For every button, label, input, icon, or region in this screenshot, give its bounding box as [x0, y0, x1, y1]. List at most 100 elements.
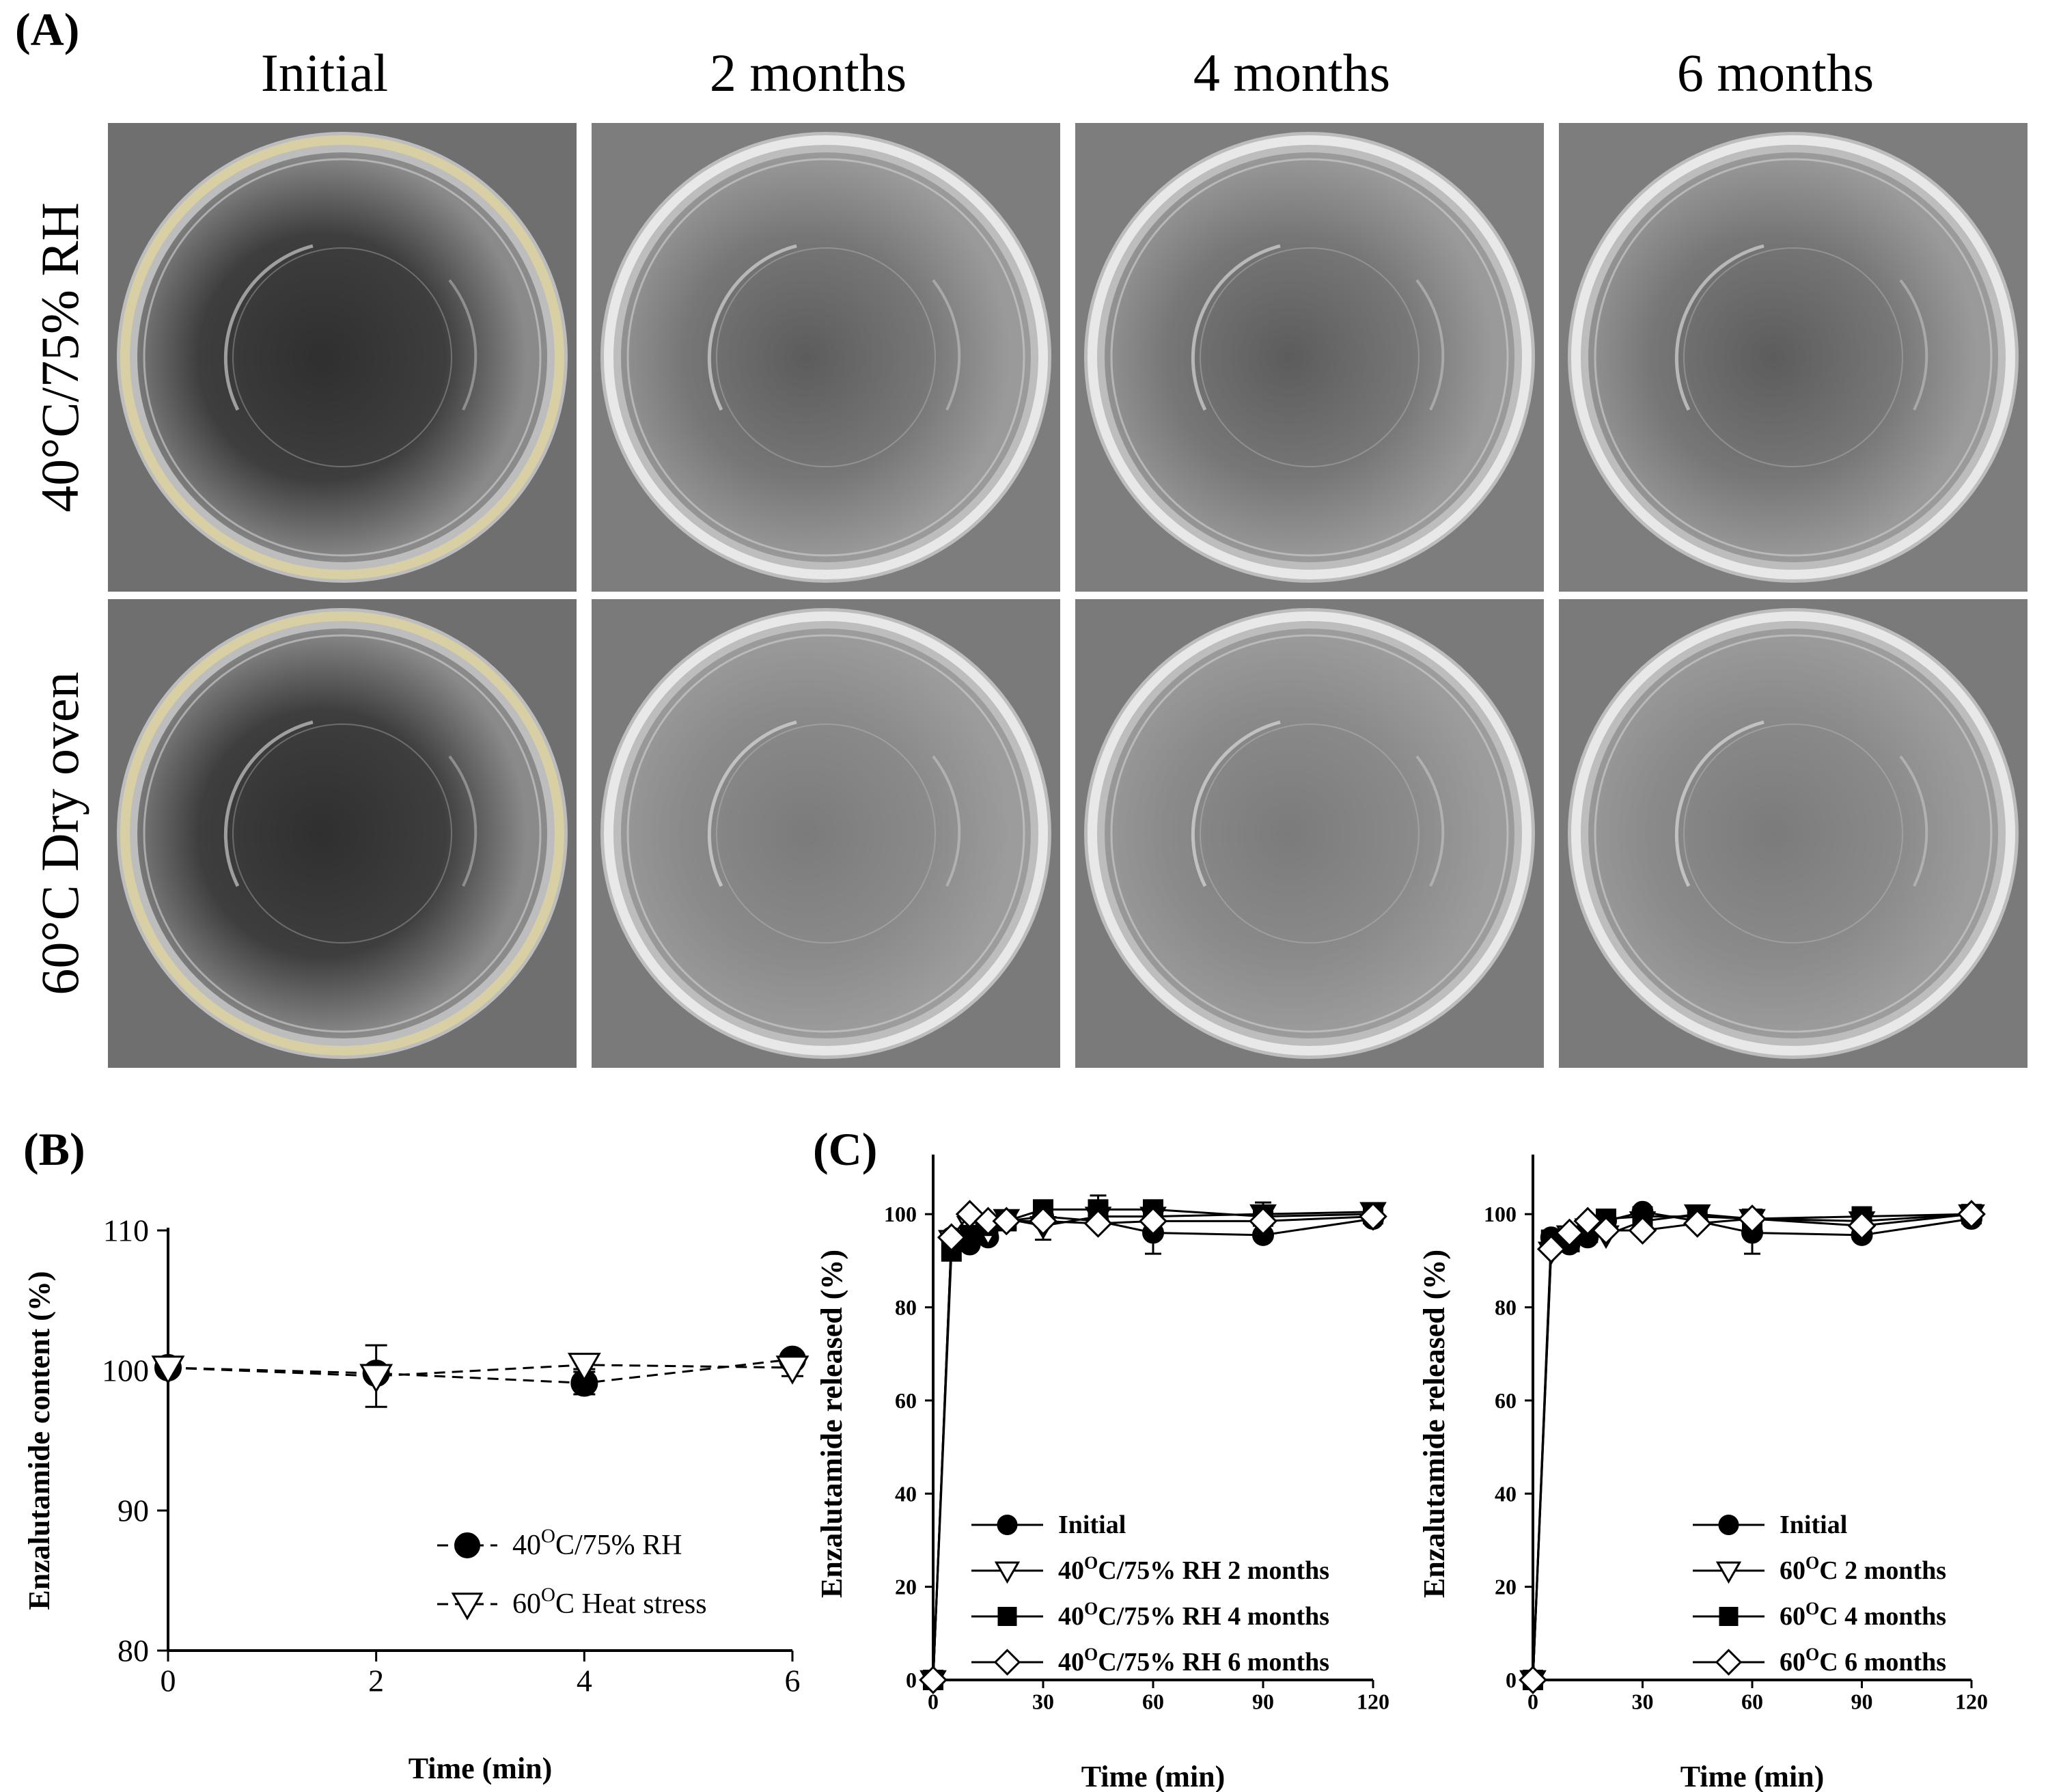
photo-60c-2-months [592, 599, 1060, 1068]
data-point [1592, 1216, 1620, 1245]
x-tick-label: 0 [161, 1664, 176, 1698]
x-axis-title: Time (min) [409, 1752, 553, 1785]
legend-marker [1715, 1561, 1742, 1584]
legend-label: 60OC 6 months [1780, 1644, 1946, 1677]
legend-label: Initial [1780, 1511, 1847, 1539]
photo-40c-2-months [592, 123, 1060, 592]
y-tick-label: 60 [1495, 1388, 1517, 1413]
legend-label: 40OC/75% RH 4 months [1058, 1598, 1329, 1631]
y-axis-title: Enzalutamide released (%) [815, 1250, 848, 1598]
data-point [775, 1355, 809, 1385]
data-point [919, 1666, 947, 1694]
x-tick-label: 60 [1142, 1689, 1164, 1713]
y-tick-label: 40 [1495, 1481, 1517, 1506]
data-point [1628, 1216, 1657, 1245]
x-axis-title: Time (min) [1081, 1760, 1226, 1792]
legend: 40OC/75% RH 60OC Heat stress [437, 1526, 707, 1621]
y-tick-label: 80 [117, 1634, 149, 1668]
data-point [359, 1364, 393, 1394]
data-point [1847, 1211, 1877, 1241]
data-point [1683, 1209, 1712, 1238]
series-line [932, 1213, 1374, 1681]
x-tick-label: 60 [1741, 1689, 1763, 1713]
x-tick-label: 90 [1851, 1689, 1873, 1713]
data-point [567, 1353, 601, 1382]
panel-label-0: (B) [23, 1123, 85, 1175]
x-tick-label: 6 [785, 1664, 801, 1698]
legend-label: 40OC/75% RH [512, 1526, 682, 1561]
legend-label: 40OC/75% RH 2 months [1058, 1552, 1329, 1585]
x-tick-label: 30 [1032, 1689, 1054, 1713]
data-point [1139, 1207, 1167, 1236]
legend-marker [993, 1649, 1021, 1676]
series-line [167, 1364, 793, 1377]
legend: Initial 40OC/75% RH 2 months 40OC/75% RH 4… [971, 1511, 1329, 1677]
photo-60c-initial [108, 599, 577, 1068]
legend-marker [1715, 1649, 1743, 1676]
data-point [1359, 1202, 1387, 1231]
column-title-2-months: 2 months [709, 43, 907, 102]
photo-40c-6-months [1559, 123, 2028, 592]
series-3 [919, 1200, 1387, 1694]
data-point [1555, 1218, 1584, 1247]
x-tick-label: 30 [1632, 1689, 1654, 1713]
photo-60c-6-months [1559, 599, 2028, 1068]
x-tick-label: 120 [1955, 1689, 1988, 1713]
data-point [1519, 1666, 1547, 1694]
x-tick-label: 0 [1527, 1689, 1538, 1713]
column-title-initial: Initial [260, 43, 389, 102]
legend-marker [997, 1515, 1018, 1535]
series-line [1532, 1213, 1972, 1681]
chart-2: 0 20 40 60 80 100 0 30 60 90 120 Time (min) Enzaluta… [1417, 1155, 1988, 1792]
y-tick-label: 20 [895, 1575, 917, 1599]
photo-40c-4-months [1075, 123, 1544, 592]
legend-label: 40OC/75% RH 6 months [1058, 1644, 1329, 1677]
y-tick-label: 80 [1495, 1295, 1517, 1320]
column-title-6-months: 6 months [1676, 43, 1874, 102]
data-point [1083, 1209, 1113, 1238]
legend-label: 60OC 4 months [1780, 1598, 1946, 1631]
data-point [992, 1207, 1021, 1236]
data-point [1738, 1204, 1767, 1233]
photo-60c-4-months [1075, 599, 1544, 1068]
y-tick-label: 0 [906, 1668, 917, 1692]
y-tick-label: 110 [103, 1213, 149, 1248]
x-axis-title: Time (min) [1680, 1760, 1825, 1792]
x-tick-label: 0 [928, 1689, 939, 1713]
y-tick-label: 90 [117, 1493, 149, 1528]
y-tick-label: 80 [895, 1295, 917, 1320]
x-tick-label: 90 [1252, 1689, 1274, 1713]
panel-a-label: (A) [15, 3, 80, 55]
y-tick-label: 100 [102, 1353, 149, 1388]
y-tick-label: 100 [884, 1202, 917, 1226]
y-axis-title: Enzalutamide released (%) [1417, 1250, 1451, 1598]
data-point [937, 1223, 966, 1252]
data-point [1957, 1200, 1986, 1229]
chart-0: (B) 80 90 100 110 0 2 4 6 Time (min) Enzalutamide … [23, 1123, 809, 1785]
y-tick-label: 20 [1495, 1575, 1517, 1599]
data-point [1573, 1207, 1603, 1236]
y-axis-title: Enzalutamide content (%) [23, 1271, 56, 1610]
series-line [167, 1358, 793, 1384]
legend-marker [997, 1607, 1017, 1626]
data-point [1536, 1235, 1566, 1264]
data-point [151, 1355, 185, 1385]
series-1 [151, 1344, 809, 1408]
y-tick-label: 100 [1484, 1202, 1517, 1226]
series-3 [1519, 1200, 1986, 1694]
legend-label: 60OC 2 months [1780, 1552, 1946, 1585]
legend-label: Initial [1058, 1511, 1126, 1539]
legend: Initial 60OC 2 months 60OC 4 months 60OC 6 … [1693, 1511, 1946, 1677]
x-tick-label: 4 [577, 1664, 592, 1698]
chart-1: (C) 0 20 40 60 80 100 0 30 60 90 120 Time (min) Enzal… [813, 1123, 1389, 1792]
column-title-4-months: 4 months [1193, 43, 1391, 102]
legend-marker [1719, 1607, 1739, 1626]
panel-label-1: (C) [813, 1123, 877, 1175]
legend-marker [1718, 1515, 1739, 1535]
y-tick-label: 60 [895, 1388, 917, 1413]
legend-label: 60OC Heat stress [512, 1584, 707, 1620]
y-tick-label: 40 [895, 1481, 917, 1506]
data-point [1249, 1207, 1277, 1236]
photo-40c-initial [108, 123, 577, 592]
